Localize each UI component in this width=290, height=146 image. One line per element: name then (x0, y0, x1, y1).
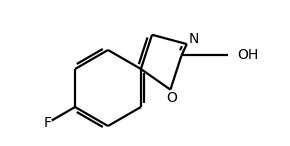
Text: N: N (188, 32, 199, 46)
Text: O: O (166, 91, 177, 105)
Text: OH: OH (238, 48, 259, 62)
Text: F: F (44, 116, 51, 130)
